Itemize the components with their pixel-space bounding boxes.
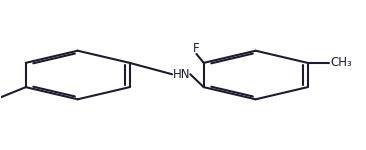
- Text: CH₃: CH₃: [330, 56, 352, 69]
- Text: HN: HN: [172, 68, 190, 81]
- Text: F: F: [193, 42, 200, 55]
